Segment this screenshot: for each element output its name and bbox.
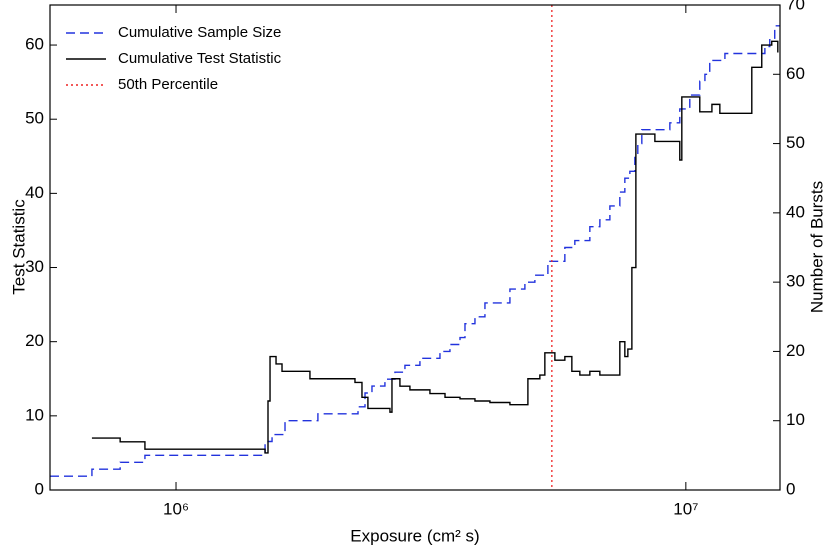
- y2-axis-label: Number of Bursts: [807, 181, 826, 313]
- y2-tick-label: 40: [786, 202, 805, 221]
- plot-frame: [49, 4, 781, 491]
- y2-tick-label: 50: [786, 133, 805, 152]
- legend-label: Cumulative Sample Size: [118, 24, 281, 41]
- y-axis-label: Test Statistic: [9, 199, 28, 295]
- y2-tick-label: 60: [786, 64, 805, 83]
- y-tick-label: 60: [25, 35, 44, 54]
- y2-tick-label: 10: [786, 410, 805, 429]
- y-tick-label: 10: [25, 405, 44, 424]
- y-tick-label: 40: [25, 183, 44, 202]
- legend-label: Cumulative Test Statistic: [118, 50, 282, 67]
- y2-tick-label: 20: [786, 341, 805, 360]
- y2-tick-label: 0: [786, 479, 795, 498]
- y-tick-label: 0: [35, 479, 44, 498]
- y-tick-label: 30: [25, 257, 44, 276]
- y-tick-label: 50: [25, 109, 44, 128]
- step-line: [91, 40, 779, 454]
- x-tick-label: 10⁷: [673, 499, 698, 518]
- x-axis-label: Exposure (cm² s): [350, 526, 479, 545]
- x-tick-label: 10⁶: [163, 499, 189, 518]
- y2-tick-label: 30: [786, 272, 805, 291]
- y-tick-label: 20: [25, 331, 44, 350]
- step-line: [50, 25, 780, 477]
- y2-tick-label: 70: [786, 0, 805, 13]
- legend-label: 50th Percentile: [118, 76, 218, 93]
